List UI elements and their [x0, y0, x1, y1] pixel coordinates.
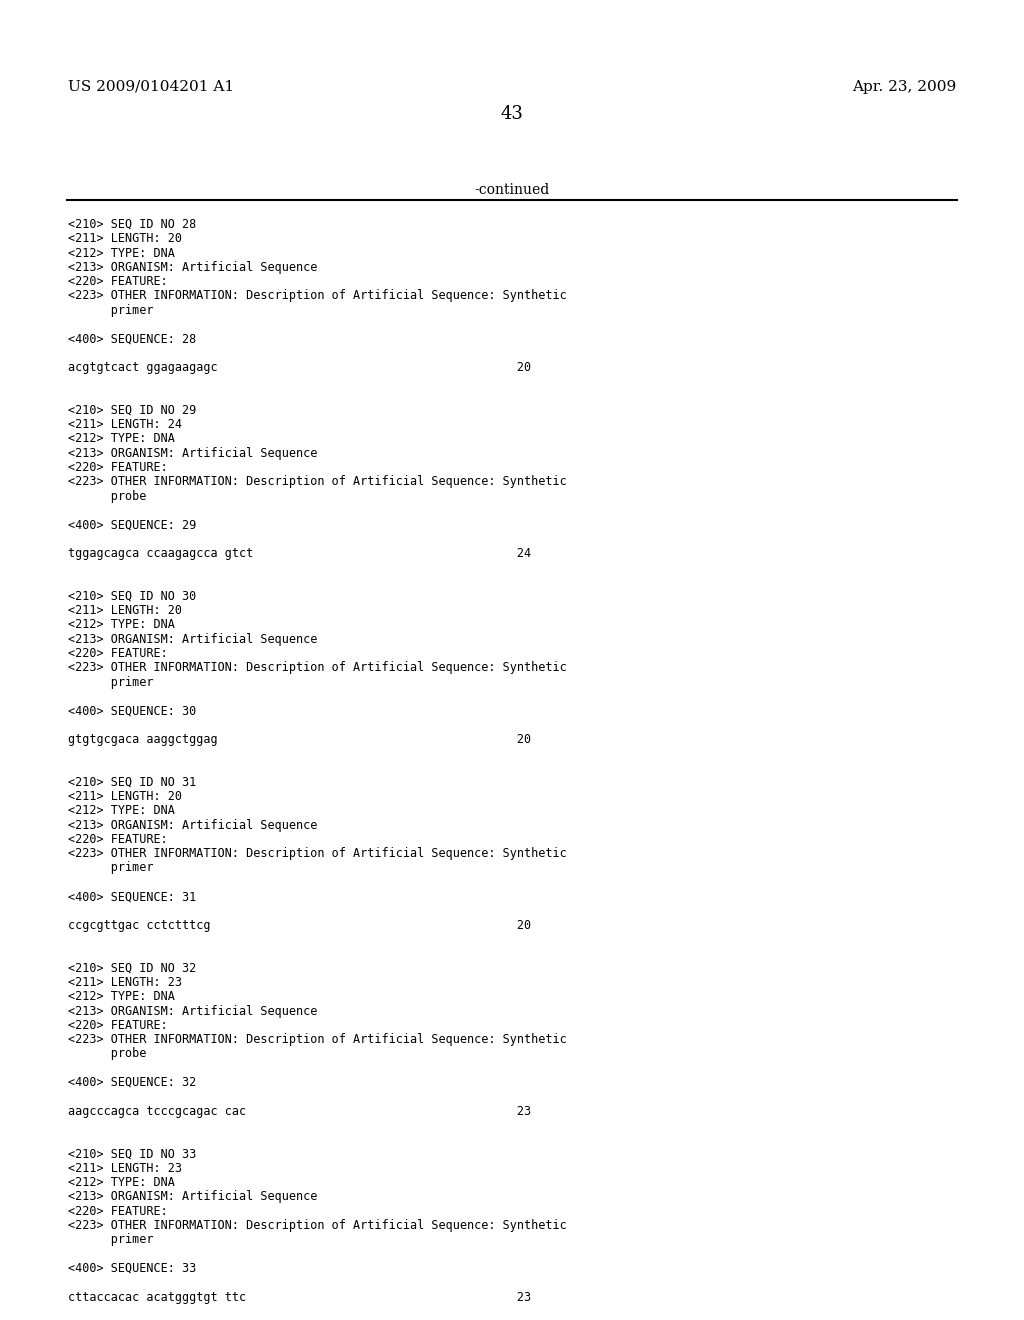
Text: <223> OTHER INFORMATION: Description of Artificial Sequence: Synthetic: <223> OTHER INFORMATION: Description of …	[68, 847, 566, 861]
Text: <400> SEQUENCE: 32: <400> SEQUENCE: 32	[68, 1076, 197, 1089]
Text: <212> TYPE: DNA: <212> TYPE: DNA	[68, 1176, 175, 1189]
Text: -continued: -continued	[474, 183, 550, 197]
Text: <400> SEQUENCE: 33: <400> SEQUENCE: 33	[68, 1262, 197, 1275]
Text: <210> SEQ ID NO 30: <210> SEQ ID NO 30	[68, 590, 197, 603]
Text: cttaccacac acatgggtgt ttc                                      23: cttaccacac acatgggtgt ttc 23	[68, 1291, 531, 1304]
Text: <211> LENGTH: 24: <211> LENGTH: 24	[68, 418, 182, 432]
Text: primer: primer	[68, 676, 154, 689]
Text: <223> OTHER INFORMATION: Description of Artificial Sequence: Synthetic: <223> OTHER INFORMATION: Description of …	[68, 475, 566, 488]
Text: <211> LENGTH: 20: <211> LENGTH: 20	[68, 232, 182, 246]
Text: probe: probe	[68, 490, 146, 503]
Text: <210> SEQ ID NO 33: <210> SEQ ID NO 33	[68, 1147, 197, 1160]
Text: <212> TYPE: DNA: <212> TYPE: DNA	[68, 618, 175, 631]
Text: <400> SEQUENCE: 28: <400> SEQUENCE: 28	[68, 333, 197, 346]
Text: primer: primer	[68, 862, 154, 874]
Text: <223> OTHER INFORMATION: Description of Artificial Sequence: Synthetic: <223> OTHER INFORMATION: Description of …	[68, 1034, 566, 1045]
Text: US 2009/0104201 A1: US 2009/0104201 A1	[68, 81, 234, 94]
Text: gtgtgcgaca aaggctggag                                          20: gtgtgcgaca aaggctggag 20	[68, 733, 531, 746]
Text: <213> ORGANISM: Artificial Sequence: <213> ORGANISM: Artificial Sequence	[68, 261, 317, 275]
Text: ccgcgttgac cctctttcg                                           20: ccgcgttgac cctctttcg 20	[68, 919, 531, 932]
Text: <213> ORGANISM: Artificial Sequence: <213> ORGANISM: Artificial Sequence	[68, 446, 317, 459]
Text: probe: probe	[68, 1047, 146, 1060]
Text: <220> FEATURE:: <220> FEATURE:	[68, 647, 168, 660]
Text: <400> SEQUENCE: 31: <400> SEQUENCE: 31	[68, 890, 197, 903]
Text: <213> ORGANISM: Artificial Sequence: <213> ORGANISM: Artificial Sequence	[68, 818, 317, 832]
Text: <223> OTHER INFORMATION: Description of Artificial Sequence: Synthetic: <223> OTHER INFORMATION: Description of …	[68, 289, 566, 302]
Text: <213> ORGANISM: Artificial Sequence: <213> ORGANISM: Artificial Sequence	[68, 1005, 317, 1018]
Text: <220> FEATURE:: <220> FEATURE:	[68, 1019, 168, 1032]
Text: <211> LENGTH: 23: <211> LENGTH: 23	[68, 1162, 182, 1175]
Text: <400> SEQUENCE: 30: <400> SEQUENCE: 30	[68, 704, 197, 717]
Text: <212> TYPE: DNA: <212> TYPE: DNA	[68, 247, 175, 260]
Text: <220> FEATURE:: <220> FEATURE:	[68, 1205, 168, 1217]
Text: <210> SEQ ID NO 28: <210> SEQ ID NO 28	[68, 218, 197, 231]
Text: primer: primer	[68, 304, 154, 317]
Text: <212> TYPE: DNA: <212> TYPE: DNA	[68, 804, 175, 817]
Text: acgtgtcact ggagaagagc                                          20: acgtgtcact ggagaagagc 20	[68, 360, 531, 374]
Text: <210> SEQ ID NO 31: <210> SEQ ID NO 31	[68, 776, 197, 789]
Text: primer: primer	[68, 1233, 154, 1246]
Text: <400> SEQUENCE: 29: <400> SEQUENCE: 29	[68, 519, 197, 531]
Text: <223> OTHER INFORMATION: Description of Artificial Sequence: Synthetic: <223> OTHER INFORMATION: Description of …	[68, 1218, 566, 1232]
Text: 43: 43	[501, 106, 523, 123]
Text: aagcccagca tcccgcagac cac                                      23: aagcccagca tcccgcagac cac 23	[68, 1105, 531, 1118]
Text: <211> LENGTH: 20: <211> LENGTH: 20	[68, 605, 182, 618]
Text: <213> ORGANISM: Artificial Sequence: <213> ORGANISM: Artificial Sequence	[68, 632, 317, 645]
Text: <211> LENGTH: 20: <211> LENGTH: 20	[68, 789, 182, 803]
Text: <211> LENGTH: 23: <211> LENGTH: 23	[68, 975, 182, 989]
Text: Apr. 23, 2009: Apr. 23, 2009	[852, 81, 956, 94]
Text: <210> SEQ ID NO 29: <210> SEQ ID NO 29	[68, 404, 197, 417]
Text: <223> OTHER INFORMATION: Description of Artificial Sequence: Synthetic: <223> OTHER INFORMATION: Description of …	[68, 661, 566, 675]
Text: <220> FEATURE:: <220> FEATURE:	[68, 275, 168, 288]
Text: <212> TYPE: DNA: <212> TYPE: DNA	[68, 433, 175, 446]
Text: <220> FEATURE:: <220> FEATURE:	[68, 461, 168, 474]
Text: tggagcagca ccaagagcca gtct                                     24: tggagcagca ccaagagcca gtct 24	[68, 546, 531, 560]
Text: <212> TYPE: DNA: <212> TYPE: DNA	[68, 990, 175, 1003]
Text: <220> FEATURE:: <220> FEATURE:	[68, 833, 168, 846]
Text: <213> ORGANISM: Artificial Sequence: <213> ORGANISM: Artificial Sequence	[68, 1191, 317, 1204]
Text: <210> SEQ ID NO 32: <210> SEQ ID NO 32	[68, 961, 197, 974]
